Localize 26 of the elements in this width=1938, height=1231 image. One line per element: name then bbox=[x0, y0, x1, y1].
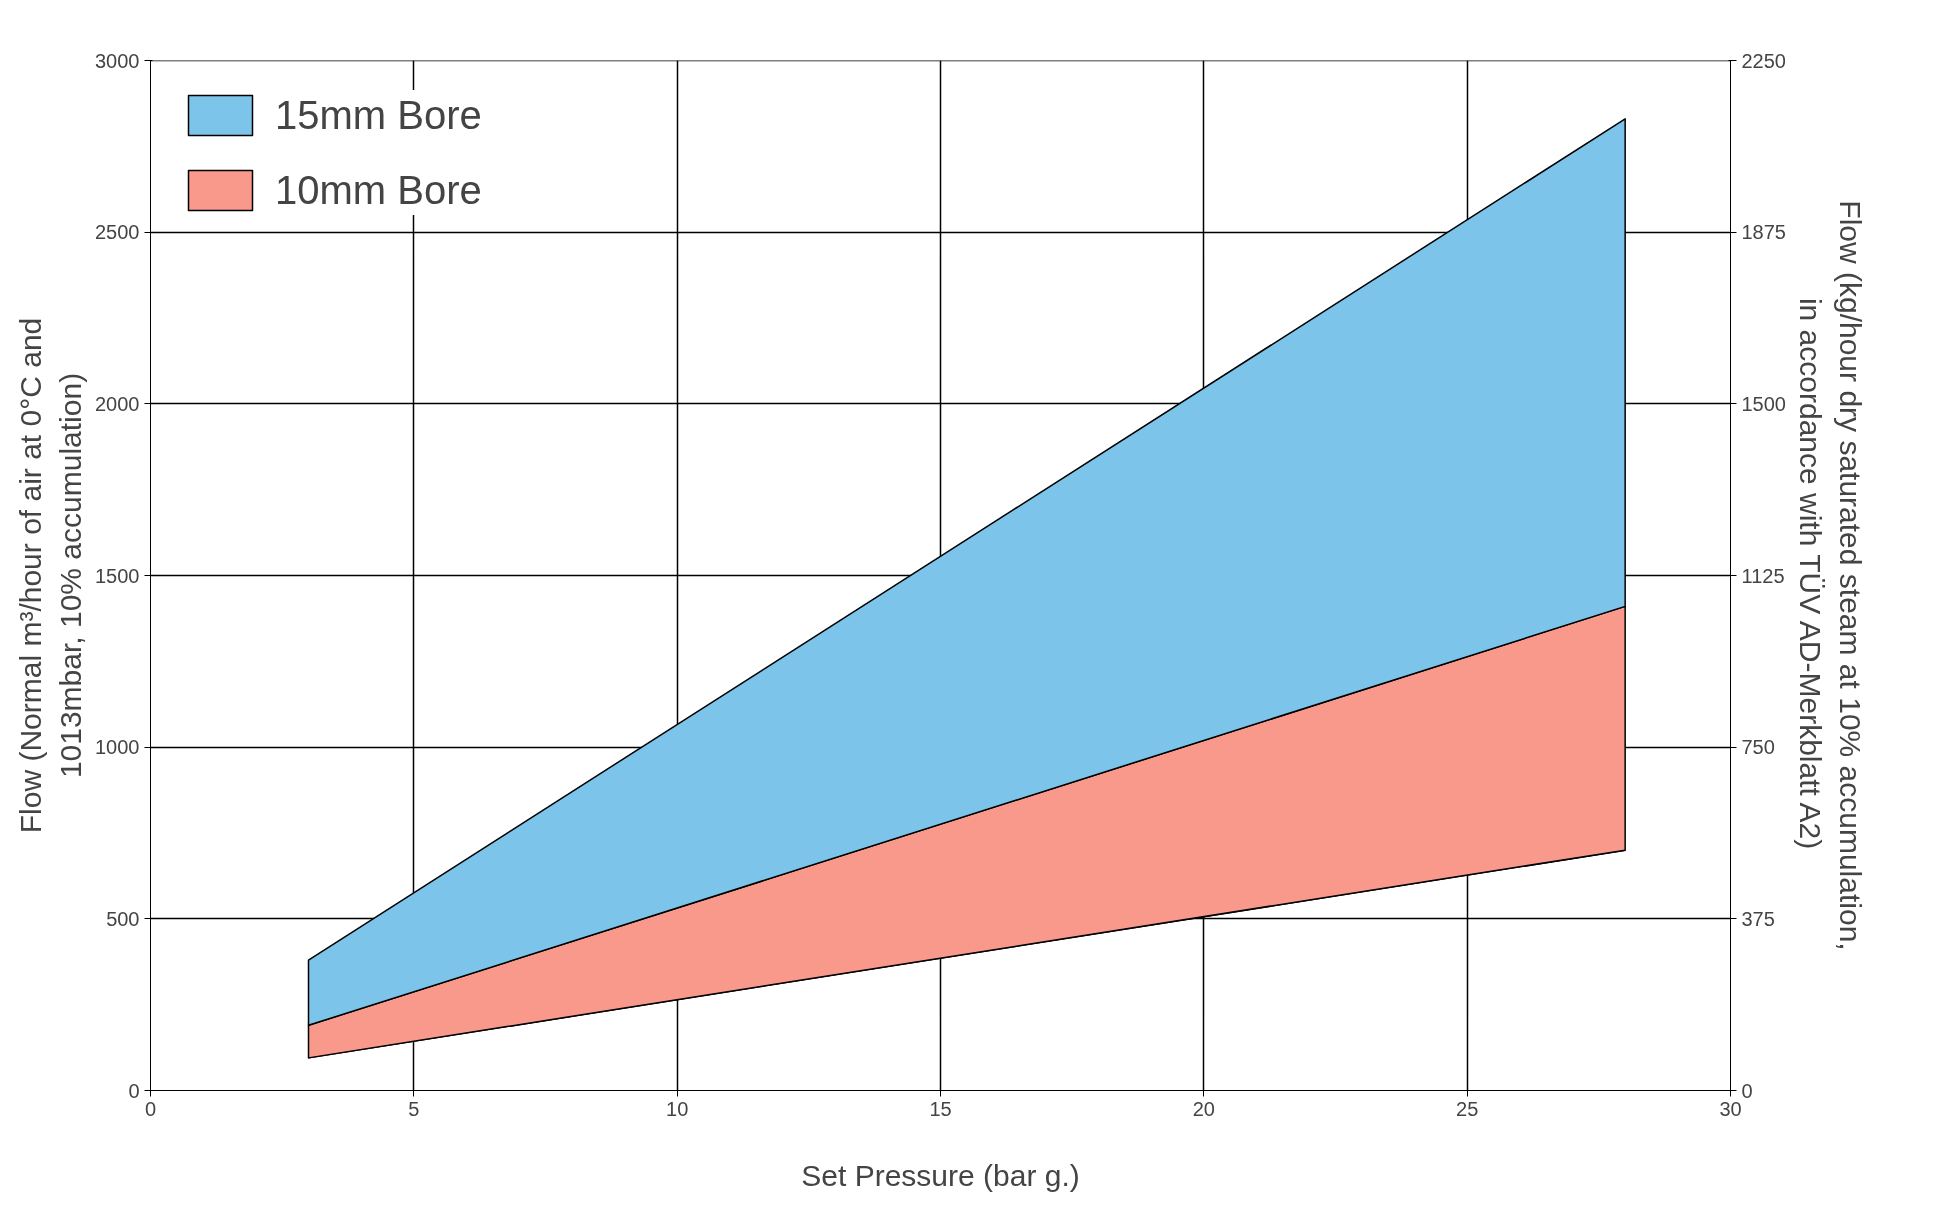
legend-label: 15mm Bore bbox=[275, 92, 482, 138]
y-tick-label: 2000 bbox=[95, 392, 140, 415]
y2-tick-label: 375 bbox=[1741, 907, 1775, 930]
y2-tick-label: 1125 bbox=[1741, 564, 1785, 587]
legend-label: 10mm Bore bbox=[275, 167, 482, 213]
x-tick-label: 15 bbox=[929, 1097, 952, 1120]
y-tick-label: 500 bbox=[106, 907, 140, 930]
y2-tick-label: 1500 bbox=[1741, 392, 1786, 415]
y-axis-title: Flow (Normal m³/hour of air at 0°C and 1013mbar, 10% accumulation) bbox=[14, 317, 88, 834]
y-tick-label: 2500 bbox=[95, 221, 140, 244]
x-axis-title: Set Pressure (bar g.) bbox=[801, 1158, 1080, 1192]
y2-tick-label: 1875 bbox=[1741, 221, 1786, 244]
y2-tick-label: 0 bbox=[1741, 1079, 1753, 1102]
y2-axis-title: Flow (kg/hour dry saturated steam at 10% accumulation, in accordance with TÜV AD-Merkblatt A2) bbox=[1793, 200, 1867, 951]
x-tick-label: 20 bbox=[1192, 1097, 1215, 1120]
x-tick-label: 25 bbox=[1456, 1097, 1479, 1120]
y-tick-label: 1000 bbox=[95, 736, 140, 759]
x-tick-label: 30 bbox=[1719, 1097, 1742, 1120]
x-tick-label: 0 bbox=[144, 1097, 157, 1120]
y-tick-label: 3000 bbox=[95, 49, 140, 72]
y-tick-label: 1500 bbox=[95, 564, 140, 587]
y2-tick-label: 750 bbox=[1741, 736, 1775, 759]
x-tick-label: 10 bbox=[666, 1097, 689, 1120]
y-tick-label: 0 bbox=[128, 1079, 140, 1102]
x-tick-label: 5 bbox=[408, 1097, 420, 1120]
y2-tick-label: 2250 bbox=[1741, 49, 1786, 72]
